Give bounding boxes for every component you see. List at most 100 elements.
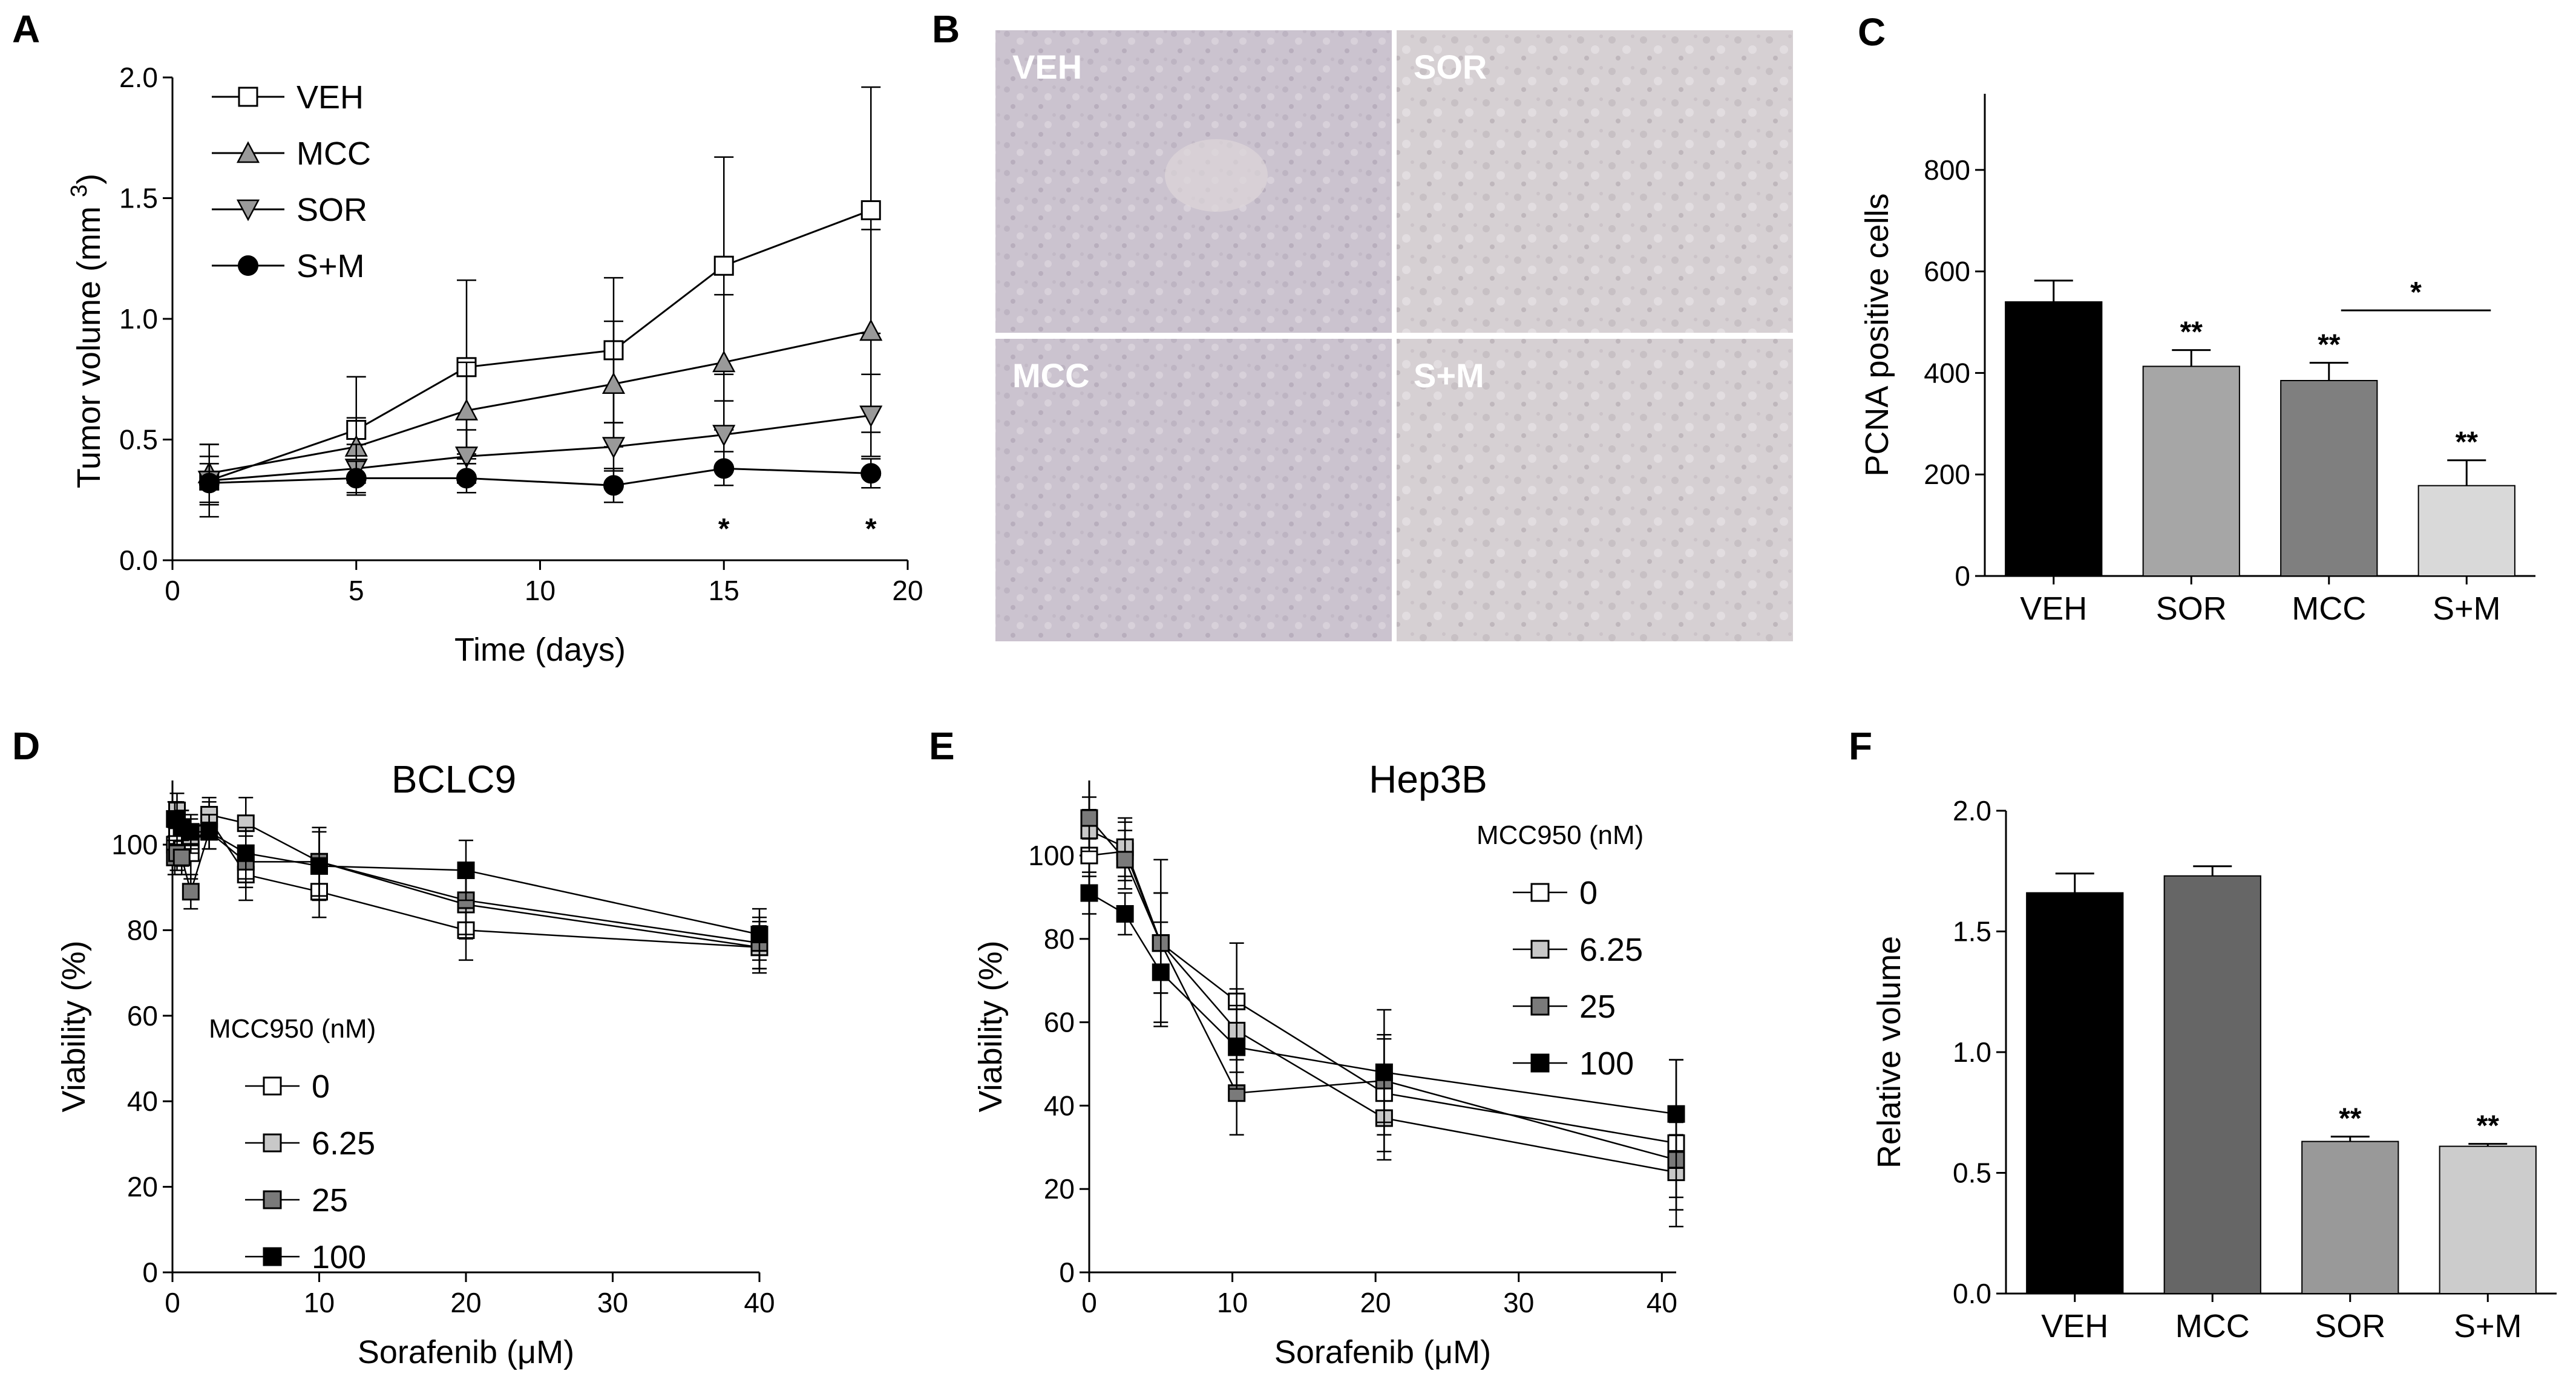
- legend-marker: [238, 87, 258, 107]
- legend-marker: [263, 1190, 282, 1209]
- series-25: [166, 814, 769, 970]
- a-y-tick-label: 1.0: [119, 303, 158, 335]
- data-point: [456, 468, 477, 489]
- v-y-tick-label: 60: [127, 1000, 158, 1032]
- v-x-tick-label: 30: [1503, 1287, 1534, 1318]
- significance-star: **: [2180, 316, 2203, 348]
- significance-star: *: [865, 513, 877, 545]
- series-100: [166, 801, 769, 961]
- x-tick-label: SOR: [2315, 1308, 2385, 1344]
- legend-title: MCC950 (nM): [1476, 820, 1644, 850]
- data-point: [172, 848, 191, 866]
- a-y-tick-label: 2.0: [119, 62, 158, 93]
- legend-marker: [1530, 940, 1550, 959]
- series-SOR: [197, 373, 883, 506]
- x-axis-label: Sorafenib (μM): [1274, 1334, 1491, 1370]
- micrograph-image: [1397, 30, 1793, 333]
- x-tick-label: MCC: [2292, 591, 2366, 627]
- a-y-tick-label: 1.5: [119, 183, 158, 214]
- chart-title: Hep3B: [1369, 757, 1487, 801]
- data-point: [603, 475, 624, 496]
- x-axis-label: Sorafenib (μM): [358, 1334, 574, 1370]
- bar-VEH: [2005, 301, 2103, 577]
- legend-label: 6.25: [312, 1125, 375, 1162]
- legend-marker: [1530, 883, 1550, 902]
- panel-letter: C: [1858, 10, 1886, 54]
- bar-SOR: [2301, 1140, 2399, 1294]
- series-100: [1080, 871, 1685, 1170]
- bar-y-tick-label: 1.5: [1953, 916, 1991, 947]
- a-y-tick-label: 0.0: [119, 545, 158, 576]
- v-y-tick-label: 20: [1044, 1173, 1075, 1205]
- legend-label: VEH: [297, 79, 364, 116]
- panel-b: B VEH SOR MCC S+M: [932, 7, 1793, 641]
- data-point: [712, 350, 736, 373]
- chart-title: BCLC9: [392, 757, 516, 801]
- panel-d: D BCLC9 0 20 40 60 80 100 0 10 20 30 40 Sorafenib (μM…: [12, 724, 775, 1370]
- data-point: [1080, 884, 1098, 902]
- data-point: [310, 857, 328, 875]
- data-point: [713, 255, 734, 276]
- v-y-tick-label: 20: [127, 1171, 158, 1203]
- x-tick-label: VEH: [2020, 591, 2087, 627]
- significance-star: **: [2477, 1110, 2500, 1142]
- panel-e: E Hep3B 0 20 40 60 80 100 0 10 20 30 40 Sorafenib (μM…: [929, 724, 1685, 1370]
- data-point: [601, 437, 626, 459]
- data-point: [1667, 1105, 1685, 1123]
- panel-letter: E: [929, 724, 955, 768]
- x-tick-label: S+M: [2454, 1308, 2522, 1344]
- v-y-tick-label: 100: [1028, 840, 1075, 871]
- series-S+M: [198, 451, 882, 503]
- x-tick-label: VEH: [2041, 1308, 2108, 1344]
- panel-f: F 0.0 0.5 1.0 1.5 2.0 VEH MCC SOR ** S+M ** Relative…: [1849, 724, 2557, 1344]
- bar-y-tick-label: 0.5: [1953, 1157, 1991, 1189]
- data-point: [713, 458, 735, 479]
- micrograph-label: S+M: [1414, 356, 1484, 394]
- x-tick-label: S+M: [2433, 591, 2501, 627]
- legend-marker: [1530, 996, 1550, 1016]
- panel-a: A 0.0 0.5 1.0 1.5 2.0 0 5 10 15 20 Time (days) Tumor…: [12, 7, 923, 668]
- data-point: [237, 844, 255, 862]
- v-x-tick-label: 30: [597, 1287, 628, 1318]
- series-line-MCC: [209, 330, 871, 474]
- v-y-tick-label: 80: [127, 914, 158, 946]
- v-x-tick-label: 40: [744, 1287, 775, 1318]
- micrograph-label: MCC: [1012, 356, 1090, 394]
- significance-star: *: [718, 513, 730, 545]
- bar-MCC: [2280, 380, 2378, 577]
- data-point: [1152, 963, 1170, 981]
- legend-label: MCC: [297, 136, 371, 172]
- a-x-tick-label: 0: [165, 575, 180, 606]
- panel-letter: B: [932, 7, 960, 51]
- legend-marker: [236, 141, 260, 163]
- panel-letter: A: [12, 7, 40, 51]
- legend-label: 6.25: [1579, 932, 1643, 968]
- data-point: [860, 463, 882, 484]
- bar-SOR: [2142, 365, 2240, 577]
- v-y-tick-label: 0: [142, 1257, 158, 1288]
- significance-star: **: [2339, 1103, 2362, 1135]
- legend-label: 0: [1579, 875, 1598, 911]
- data-point: [750, 926, 769, 944]
- v-y-tick-label: 40: [1044, 1090, 1075, 1121]
- legend-marker: [236, 199, 260, 221]
- bar-MCC: [2163, 875, 2261, 1294]
- legend-marker: [263, 1133, 282, 1153]
- data-point: [860, 200, 881, 220]
- bar-y-tick-label: 200: [1924, 459, 1970, 490]
- v-y-tick-label: 100: [111, 829, 158, 860]
- data-point: [200, 823, 218, 841]
- y-axis-label: Relative volume: [1871, 936, 1907, 1168]
- data-point: [712, 425, 736, 447]
- series-0: [166, 801, 769, 970]
- significance-star: **: [2456, 427, 2479, 459]
- legend-label: 100: [1579, 1045, 1634, 1082]
- bar-y-tick-label: 0.0: [1953, 1278, 1991, 1309]
- bar-y-tick-label: 800: [1924, 154, 1970, 186]
- bar-S+M: [2439, 1145, 2537, 1294]
- legend-marker: [1530, 1053, 1550, 1073]
- data-point: [454, 398, 479, 420]
- v-x-tick-label: 10: [1217, 1287, 1248, 1318]
- y-axis-label: Viability (%): [972, 940, 1009, 1112]
- tissue-highlight: [1165, 139, 1268, 212]
